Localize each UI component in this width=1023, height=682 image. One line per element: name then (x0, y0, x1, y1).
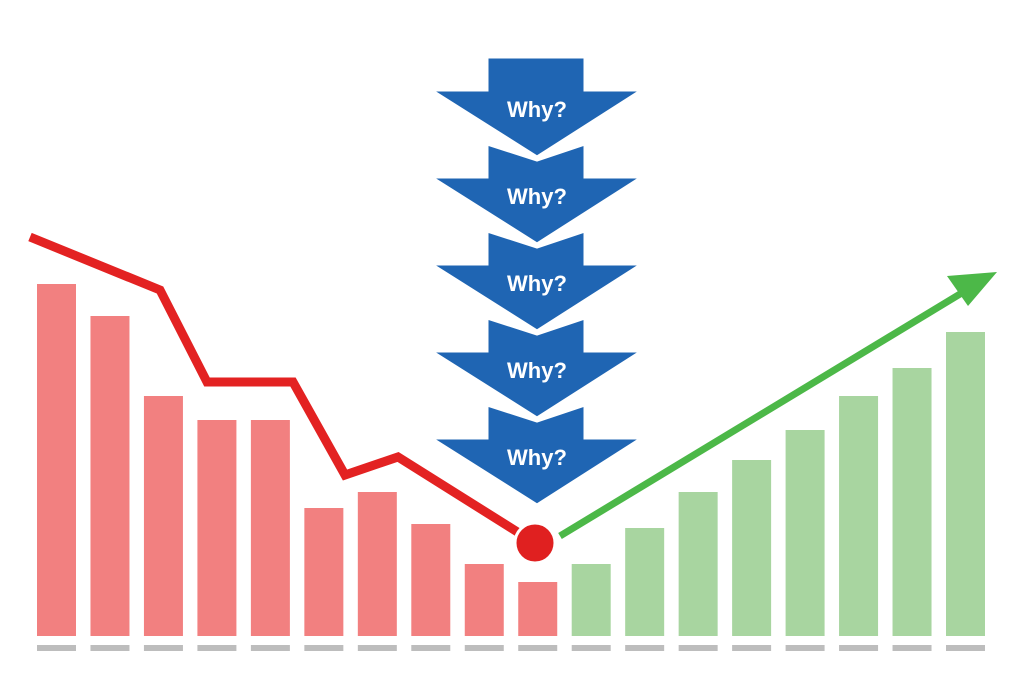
bar (197, 420, 237, 636)
bar (90, 316, 130, 636)
why-label: Why? (507, 445, 567, 470)
low-point (513, 521, 557, 565)
why-label: Why? (507, 97, 567, 122)
growth-line (558, 288, 967, 539)
why-arrow (425, 315, 648, 420)
bar (946, 332, 985, 636)
bar (411, 524, 451, 636)
base-segment (197, 645, 237, 651)
base-segment (678, 645, 718, 651)
bar (678, 492, 718, 636)
base-segment (411, 645, 451, 651)
base-segment (892, 645, 932, 651)
decline-line (28, 232, 538, 547)
why-arrow (425, 141, 648, 246)
base-segment (90, 645, 130, 651)
bar (304, 508, 344, 636)
bar (839, 396, 879, 636)
base-segment (304, 645, 344, 651)
why-label: Why? (507, 271, 567, 296)
base-segment (464, 645, 504, 651)
base-segment (839, 645, 879, 651)
base-segment (625, 645, 665, 651)
base-segment (732, 645, 772, 651)
why-arrow (425, 402, 648, 507)
base-segment (571, 645, 611, 651)
bar (357, 492, 397, 636)
why-arrow (425, 228, 648, 333)
bar (625, 528, 665, 636)
base-segment (357, 645, 397, 651)
bar (785, 430, 825, 636)
base-segment (37, 645, 76, 651)
bars (37, 284, 985, 651)
base-segment (518, 645, 558, 651)
why-arrow (425, 55, 648, 159)
why-label: Why? (507, 358, 567, 383)
bar (464, 564, 504, 636)
base-segment (250, 645, 290, 651)
bar (518, 582, 558, 636)
base-segment (946, 645, 985, 651)
bar (892, 368, 932, 636)
why-label: Why? (507, 184, 567, 209)
base-segment (143, 645, 183, 651)
bar (37, 284, 76, 636)
growth-arrowhead (947, 272, 997, 306)
base-segment (785, 645, 825, 651)
bar (250, 420, 290, 636)
bar (732, 460, 772, 636)
why-arrows: Why? Why? Why? Why? Why? (425, 55, 648, 507)
bar (143, 396, 183, 636)
bar (571, 564, 611, 636)
